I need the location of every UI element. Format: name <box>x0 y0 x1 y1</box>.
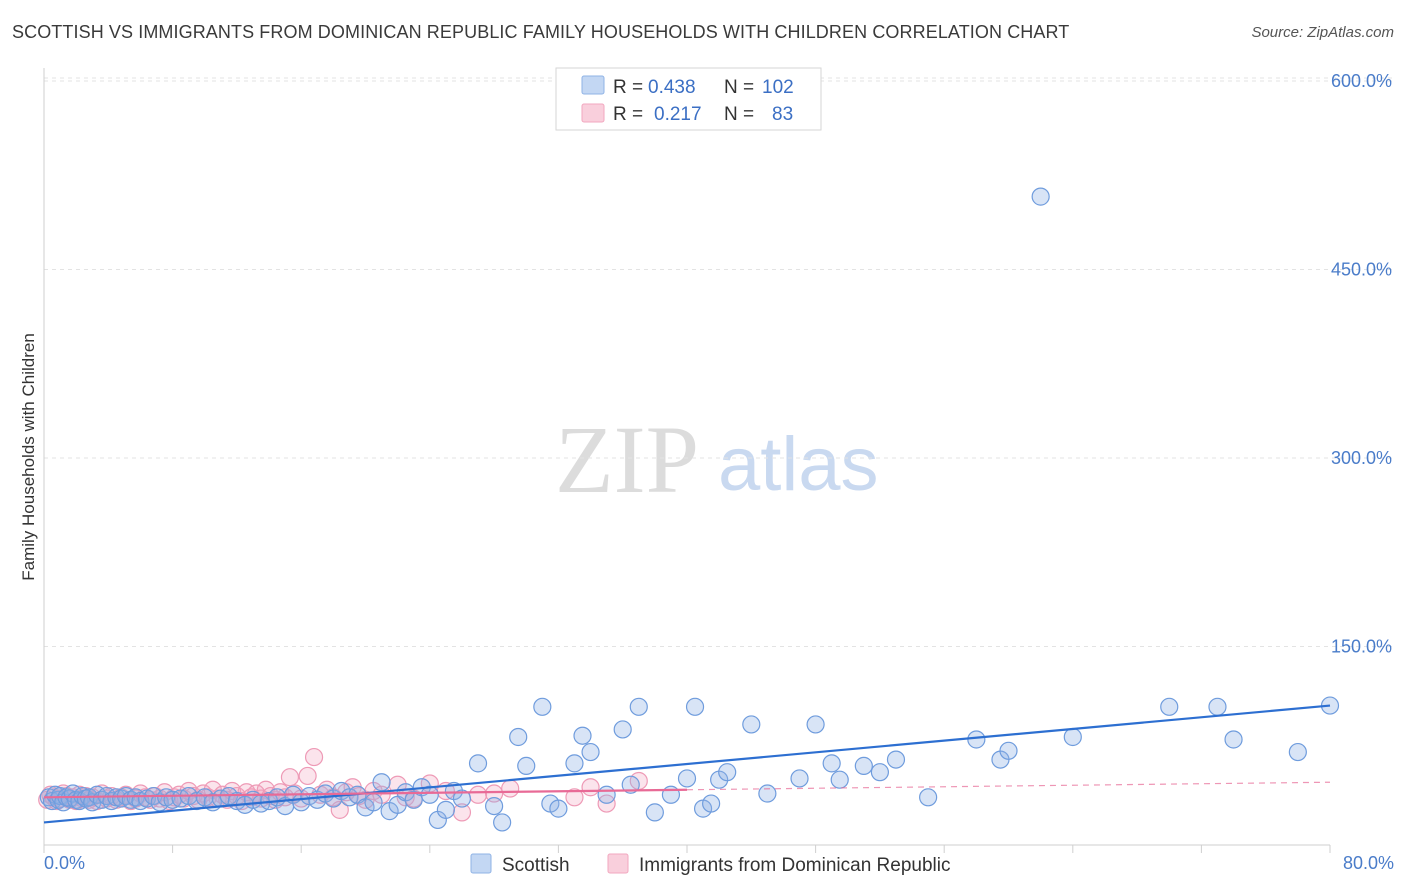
dominican-point <box>330 800 349 819</box>
stats-r-value-dominican: 0.217 <box>654 104 702 125</box>
x-minor-ticks <box>43 845 1331 853</box>
dominican-point <box>501 779 520 798</box>
y-tick-label: 300.0% <box>1331 448 1392 468</box>
scottish-point <box>364 793 383 812</box>
x-tick-labels: 0.0% 80.0% <box>44 853 1394 873</box>
scottish-point <box>919 788 938 807</box>
scottish-point <box>436 800 455 819</box>
scottish-point <box>742 715 761 734</box>
chart-title: SCOTTISH VS IMMIGRANTS FROM DOMINICAN RE… <box>12 22 1070 42</box>
scottish-point <box>372 773 391 792</box>
stats-r-label-scottish: R = <box>613 77 643 98</box>
stats-r-value-scottish: 0.438 <box>648 77 696 98</box>
y-tick-labels: 150.0% 300.0% 450.0% 600.0% <box>1331 71 1392 657</box>
scottish-point <box>790 769 809 788</box>
scottish-point <box>549 799 568 818</box>
scottish-point <box>886 750 906 769</box>
scottish-point <box>702 794 721 813</box>
scottish-point <box>493 813 512 832</box>
scottish-point <box>452 789 472 808</box>
dominican-point <box>298 766 317 786</box>
scottish-point <box>967 730 986 749</box>
scottish-point <box>533 697 552 716</box>
legend-swatch-scottish <box>470 853 492 874</box>
scottish-point <box>613 720 632 739</box>
x-tick-label: 0.0% <box>44 853 85 873</box>
scottish-point <box>1160 697 1179 716</box>
y-tick-label: 600.0% <box>1331 71 1392 91</box>
scottish-point <box>565 754 584 773</box>
scottish-point <box>621 775 640 794</box>
source-label: Source: ZipAtlas.com <box>1251 24 1394 41</box>
y-tick-label: 150.0% <box>1331 637 1392 657</box>
trend-line-scottish <box>43 704 1331 824</box>
stats-box: R = 0.438 N = 102 R = 0.217 N = 83 <box>555 67 822 131</box>
dominican-point <box>565 788 584 807</box>
scottish-point <box>597 785 616 804</box>
scottish-point <box>870 763 890 782</box>
scottish-point <box>999 741 1018 760</box>
y-axis-label: Family Households with Children <box>19 333 38 581</box>
scottish-point <box>758 784 777 803</box>
scottish-point <box>645 803 664 822</box>
scottish-point <box>1288 742 1307 762</box>
scottish-point <box>854 756 873 775</box>
gridlines <box>44 77 1392 647</box>
dominican-point <box>304 747 324 767</box>
x-tick-label: 80.0% <box>1343 853 1394 873</box>
stats-swatch-dominican <box>581 103 605 123</box>
dominican-point <box>280 768 300 787</box>
stats-n-label-scottish: N = <box>724 77 754 98</box>
watermark-zip: ZIP <box>555 406 699 513</box>
scottish-point <box>830 770 849 789</box>
scottish-point <box>468 754 488 773</box>
legend: Scottish Immigrants from Dominican Repub… <box>470 853 951 876</box>
scottish-point <box>1208 697 1227 716</box>
legend-swatch-dominican <box>607 853 629 874</box>
legend-label-dominican: Immigrants from Dominican Republic <box>639 855 951 876</box>
scottish-point <box>517 756 536 775</box>
scottish-point <box>112 789 131 808</box>
stats-r-label-dominican: R = <box>613 104 643 125</box>
scottish-point <box>629 697 648 716</box>
scottish-point <box>581 742 600 762</box>
stats-n-value-scottish: 102 <box>762 77 794 98</box>
scottish-point <box>573 726 592 745</box>
scottish-point <box>806 715 825 734</box>
trend-line-dominican-extension <box>686 781 1331 791</box>
scottish-point <box>677 769 697 788</box>
stats-n-label-dominican: N = <box>724 104 754 125</box>
scottish-point <box>509 727 528 747</box>
dominican-point <box>581 778 600 797</box>
trend-lines <box>43 704 1331 824</box>
scottish-point <box>685 697 705 716</box>
scottish-point <box>1031 187 1050 206</box>
trend-line-dominican <box>43 788 688 799</box>
scottish-point <box>485 796 504 816</box>
dominican-point <box>468 785 488 804</box>
scottish-point <box>1063 727 1082 747</box>
stats-n-value-dominican: 83 <box>772 104 793 125</box>
scottish-point <box>718 763 737 782</box>
stats-swatch-scottish <box>581 75 605 95</box>
scottish-point <box>822 754 841 773</box>
scottish-point <box>1224 730 1243 749</box>
watermark-atlas: atlas <box>718 422 879 507</box>
legend-label-scottish: Scottish <box>502 855 570 876</box>
y-tick-label: 450.0% <box>1331 260 1392 280</box>
